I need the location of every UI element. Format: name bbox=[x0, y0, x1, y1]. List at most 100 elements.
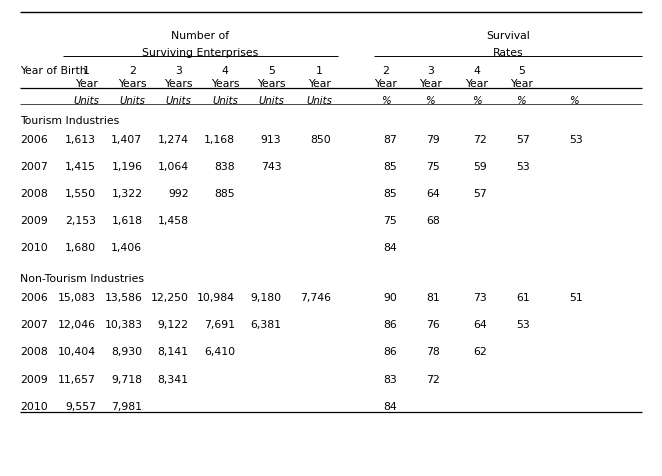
Text: 8,930: 8,930 bbox=[111, 347, 142, 357]
Text: %: % bbox=[472, 96, 481, 106]
Text: 10,383: 10,383 bbox=[105, 320, 142, 330]
Text: 5: 5 bbox=[518, 66, 525, 76]
Text: 11,657: 11,657 bbox=[58, 375, 96, 385]
Text: 1,458: 1,458 bbox=[158, 216, 189, 226]
Text: Year: Year bbox=[75, 79, 97, 89]
Text: 6,410: 6,410 bbox=[204, 347, 235, 357]
Text: 3: 3 bbox=[175, 66, 182, 76]
Text: Units: Units bbox=[73, 96, 99, 106]
Text: Years: Years bbox=[211, 79, 240, 89]
Text: 9,122: 9,122 bbox=[158, 320, 189, 330]
Text: Survival: Survival bbox=[486, 31, 530, 41]
Text: 1,680: 1,680 bbox=[65, 243, 96, 253]
Text: 2007: 2007 bbox=[20, 162, 48, 172]
Text: 9,557: 9,557 bbox=[65, 402, 96, 412]
Text: 1,196: 1,196 bbox=[111, 162, 142, 172]
Text: 57: 57 bbox=[516, 135, 530, 145]
Text: 1,550: 1,550 bbox=[65, 189, 96, 199]
Text: 2008: 2008 bbox=[20, 189, 48, 199]
Text: 64: 64 bbox=[426, 189, 440, 199]
Text: 1,274: 1,274 bbox=[158, 135, 189, 145]
Text: 1,322: 1,322 bbox=[111, 189, 142, 199]
Text: 73: 73 bbox=[473, 293, 487, 303]
Text: 2010: 2010 bbox=[20, 243, 48, 253]
Text: 8,341: 8,341 bbox=[158, 375, 189, 385]
Text: 76: 76 bbox=[426, 320, 440, 330]
Text: 61: 61 bbox=[516, 293, 530, 303]
Text: Units: Units bbox=[119, 96, 146, 106]
Text: 2008: 2008 bbox=[20, 347, 48, 357]
Text: 75: 75 bbox=[383, 216, 397, 226]
Text: 72: 72 bbox=[426, 375, 440, 385]
Text: %: % bbox=[569, 96, 579, 106]
Text: 59: 59 bbox=[473, 162, 487, 172]
Text: Units: Units bbox=[166, 96, 192, 106]
Text: Units: Units bbox=[307, 96, 332, 106]
Text: 8,141: 8,141 bbox=[158, 347, 189, 357]
Text: Tourism Industries: Tourism Industries bbox=[20, 116, 119, 126]
Text: 79: 79 bbox=[426, 135, 440, 145]
Text: Rates: Rates bbox=[493, 48, 524, 58]
Text: 64: 64 bbox=[473, 320, 487, 330]
Text: 12,250: 12,250 bbox=[151, 293, 189, 303]
Text: Non-Tourism Industries: Non-Tourism Industries bbox=[20, 274, 144, 284]
Text: 2009: 2009 bbox=[20, 375, 48, 385]
Text: 78: 78 bbox=[426, 347, 440, 357]
Text: 1,407: 1,407 bbox=[111, 135, 142, 145]
Text: 81: 81 bbox=[426, 293, 440, 303]
Text: 86: 86 bbox=[383, 347, 397, 357]
Text: 913: 913 bbox=[261, 135, 281, 145]
Text: 4: 4 bbox=[222, 66, 228, 76]
Text: 2006: 2006 bbox=[20, 135, 48, 145]
Text: 13,586: 13,586 bbox=[105, 293, 142, 303]
Text: 743: 743 bbox=[261, 162, 281, 172]
Text: 84: 84 bbox=[383, 402, 397, 412]
Text: Year: Year bbox=[465, 79, 488, 89]
Text: 51: 51 bbox=[569, 293, 583, 303]
Text: 3: 3 bbox=[427, 66, 434, 76]
Text: 1,064: 1,064 bbox=[158, 162, 189, 172]
Text: 2010: 2010 bbox=[20, 402, 48, 412]
Text: 1: 1 bbox=[316, 66, 323, 76]
Text: 838: 838 bbox=[214, 162, 235, 172]
Text: 2: 2 bbox=[382, 66, 389, 76]
Text: 1,168: 1,168 bbox=[204, 135, 235, 145]
Text: %: % bbox=[426, 96, 435, 106]
Text: 10,404: 10,404 bbox=[58, 347, 96, 357]
Text: 1: 1 bbox=[83, 66, 89, 76]
Text: 85: 85 bbox=[383, 189, 397, 199]
Text: 84: 84 bbox=[383, 243, 397, 253]
Text: 9,180: 9,180 bbox=[250, 293, 281, 303]
Text: Year: Year bbox=[510, 79, 533, 89]
Text: 87: 87 bbox=[383, 135, 397, 145]
Text: 7,981: 7,981 bbox=[111, 402, 142, 412]
Text: 1,415: 1,415 bbox=[65, 162, 96, 172]
Text: 1,613: 1,613 bbox=[65, 135, 96, 145]
Text: 62: 62 bbox=[473, 347, 487, 357]
Text: 72: 72 bbox=[473, 135, 487, 145]
Text: 90: 90 bbox=[383, 293, 397, 303]
Text: 53: 53 bbox=[516, 320, 530, 330]
Text: 15,083: 15,083 bbox=[58, 293, 96, 303]
Text: 2,153: 2,153 bbox=[65, 216, 96, 226]
Text: Years: Years bbox=[118, 79, 147, 89]
Text: Years: Years bbox=[164, 79, 193, 89]
Text: 6,381: 6,381 bbox=[250, 320, 281, 330]
Text: 850: 850 bbox=[310, 135, 331, 145]
Text: 9,718: 9,718 bbox=[111, 375, 142, 385]
Text: Surviving Enterprises: Surviving Enterprises bbox=[142, 48, 258, 58]
Text: 57: 57 bbox=[473, 189, 487, 199]
Text: %: % bbox=[516, 96, 526, 106]
Text: 10,984: 10,984 bbox=[197, 293, 235, 303]
Text: 68: 68 bbox=[426, 216, 440, 226]
Text: 2006: 2006 bbox=[20, 293, 48, 303]
Text: 2: 2 bbox=[129, 66, 136, 76]
Text: 7,691: 7,691 bbox=[204, 320, 235, 330]
Text: 2007: 2007 bbox=[20, 320, 48, 330]
Text: Year: Year bbox=[374, 79, 397, 89]
Text: 1,618: 1,618 bbox=[111, 216, 142, 226]
Text: 885: 885 bbox=[214, 189, 235, 199]
Text: 7,746: 7,746 bbox=[300, 293, 331, 303]
Text: Year: Year bbox=[308, 79, 331, 89]
Text: %: % bbox=[381, 96, 391, 106]
